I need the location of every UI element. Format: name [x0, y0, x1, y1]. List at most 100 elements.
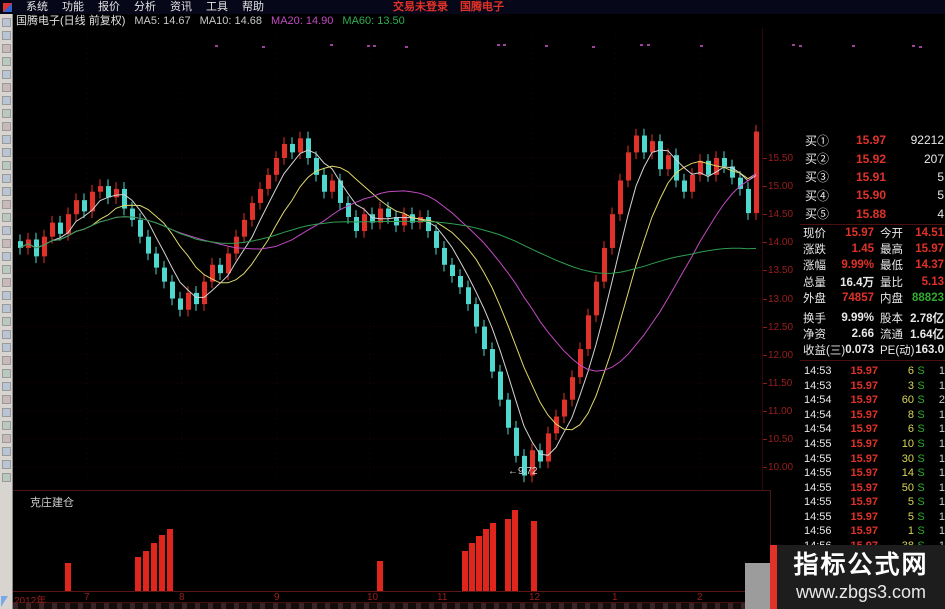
buy-queue-row[interactable]: 买③ 15.91 5	[800, 168, 945, 186]
field-label: 外盘	[803, 292, 826, 305]
buy-queue-row[interactable]: 买① 15.97 92212	[800, 131, 945, 149]
toolbar-icon[interactable]	[1, 434, 11, 443]
menu-item-系统[interactable]: 系统	[26, 1, 48, 13]
toolbar-icon[interactable]	[1, 330, 11, 339]
left-toolbar[interactable]	[0, 14, 13, 609]
toolbar-icon[interactable]	[1, 343, 11, 352]
toolbar-icon[interactable]	[1, 83, 11, 92]
toolbar-icon[interactable]	[1, 447, 11, 456]
tick-row[interactable]: 14:56 15.97 1 S 1	[800, 524, 945, 539]
toolbar-icon[interactable]	[1, 239, 11, 248]
toolbar-icon[interactable]	[1, 291, 11, 300]
toolbar-icon[interactable]	[1, 473, 11, 482]
toolbar-icon[interactable]	[1, 109, 11, 118]
tick-row[interactable]: 14:55 15.97 5 S 1	[800, 495, 945, 510]
tick-row[interactable]: 14:54 15.97 8 S 1	[800, 408, 945, 423]
candle-body	[354, 217, 359, 232]
toolbar-icon[interactable]	[1, 148, 11, 157]
toolbar-icon[interactable]	[1, 356, 11, 365]
quote-detail-row: 涨幅 9.99% 最低 14.37	[800, 257, 945, 273]
candlestick-chart[interactable]	[13, 28, 763, 490]
price-axis-label: 14.50	[768, 209, 794, 221]
tick-row[interactable]: 14:55 15.97 10 S 1	[800, 437, 945, 452]
tick-count: 1	[938, 525, 945, 538]
buy-queue-row[interactable]: 买⑤ 15.88 4	[800, 205, 945, 223]
toolbar-icon[interactable]	[1, 18, 11, 27]
toolbar-icon[interactable]	[1, 252, 11, 261]
price-axis-label: 11.50	[768, 377, 793, 389]
tick-time: 14:55	[804, 496, 832, 509]
tick-row[interactable]: 14:55 15.97 30 S 1	[800, 451, 945, 466]
tick-row[interactable]: 14:54 15.97 60 S 2	[800, 393, 945, 408]
price-axis-label: 15.50	[768, 153, 794, 164]
candle-body	[426, 217, 431, 232]
tick-row[interactable]: 14:55 15.97 50 S 1	[800, 480, 945, 495]
toolbar-icon[interactable]	[1, 31, 11, 40]
candle-body	[146, 236, 151, 254]
tick-price: 15.97	[850, 525, 878, 538]
toolbar-icon[interactable]	[1, 57, 11, 66]
buy-price: 15.92	[855, 151, 886, 166]
menu-item-资讯[interactable]: 资讯	[170, 1, 192, 13]
toolbar-icon[interactable]	[1, 96, 11, 105]
menu-item-分析[interactable]: 分析	[134, 1, 156, 13]
candle-body	[290, 143, 295, 153]
tick-row[interactable]: 14:53 15.97 3 S 1	[800, 379, 945, 394]
toolbar-icon[interactable]	[1, 200, 11, 209]
menu-item-工具[interactable]: 工具	[206, 1, 228, 13]
toolbar-icon[interactable]	[1, 122, 11, 131]
candle-body	[194, 292, 199, 305]
tick-time: 14:55	[804, 510, 832, 523]
toolbar-icon[interactable]	[1, 187, 11, 196]
ma-line-ma60	[19, 216, 757, 274]
toolbar-icon[interactable]	[1, 395, 11, 404]
tick-row[interactable]: 14:55 15.97 5 S 1	[800, 509, 945, 524]
tick-row[interactable]: 14:55 15.97 14 S 1	[800, 466, 945, 481]
tick-row[interactable]: 14:53 15.97 6 S 1	[800, 364, 945, 379]
candle-body	[458, 276, 463, 288]
menu-item-功能[interactable]: 功能	[62, 1, 84, 13]
indicator-panel[interactable]: 克庄建仓	[13, 490, 770, 592]
axis-tick	[763, 186, 767, 188]
candle-body	[338, 180, 343, 203]
buy-level-label: 买③	[805, 170, 830, 185]
toolbar-icon[interactable]	[1, 213, 11, 222]
tick-count: 1	[938, 496, 945, 509]
buy-queue-row[interactable]: 买② 15.92 207	[800, 149, 945, 167]
watermark-site-url: www.zbgs3.com	[795, 582, 927, 602]
main-chart-area[interactable]: ←9.72	[13, 28, 763, 490]
buy-queue-row[interactable]: 买④ 15.90 5	[800, 186, 945, 204]
toolbar-icon[interactable]	[1, 317, 11, 326]
toolbar-icon[interactable]	[1, 408, 11, 417]
toolbar-icon[interactable]	[1, 161, 11, 170]
toolbar-icon[interactable]	[1, 304, 11, 313]
axis-tick	[763, 270, 767, 272]
toolbar-icon[interactable]	[1, 421, 11, 430]
candle-body	[514, 427, 519, 456]
tick-row[interactable]: 14:54 15.97 6 S 1	[800, 422, 945, 437]
toolbar-icon[interactable]	[1, 278, 11, 287]
candle-body	[202, 281, 207, 305]
toolbar-icon[interactable]	[1, 174, 11, 183]
toolbar-icon[interactable]	[1, 369, 11, 378]
menu-item-报价[interactable]: 报价	[98, 1, 120, 13]
toolbar-icon[interactable]	[1, 460, 11, 469]
toolbar-icon[interactable]	[1, 70, 11, 79]
toolbar-icon[interactable]	[1, 44, 11, 53]
candle-body	[306, 138, 311, 158]
field-value: 9.99%	[841, 312, 874, 325]
field-label: 量比	[880, 276, 903, 289]
tick-count: 2	[938, 394, 945, 407]
tick-time: 14:54	[804, 408, 832, 421]
candle-body	[218, 264, 223, 274]
toolbar-icon[interactable]	[1, 382, 11, 391]
toolbar-icon[interactable]	[1, 226, 11, 235]
toolbar-icon[interactable]	[1, 265, 11, 274]
menu-item-帮助[interactable]: 帮助	[242, 1, 264, 13]
field-label: 收益(三)	[803, 345, 846, 358]
field-value: 16.4万	[840, 276, 874, 289]
month-label: 9	[274, 592, 280, 603]
toolbar-icon[interactable]	[1, 135, 11, 144]
field-label: 最高	[880, 244, 903, 257]
divider	[800, 360, 945, 361]
